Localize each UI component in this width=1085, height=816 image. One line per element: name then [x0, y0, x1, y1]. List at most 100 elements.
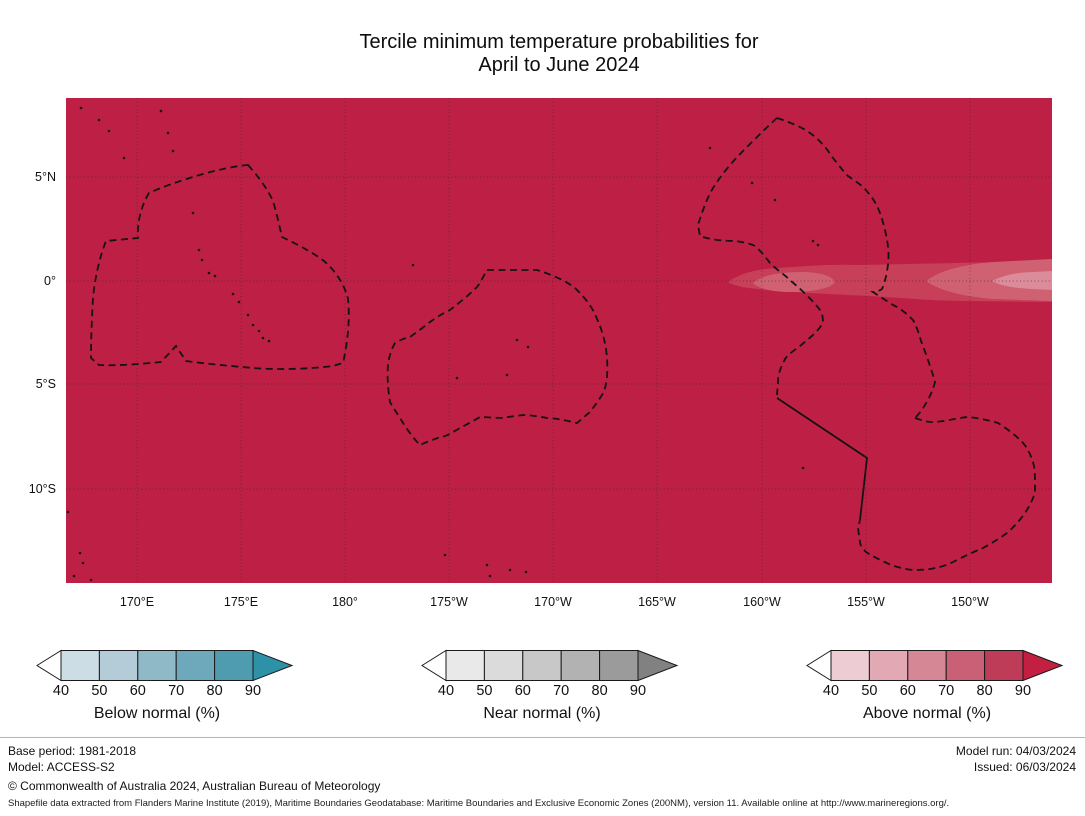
x-axis: 170°E 175°E 180° 175°W 170°W 165°W 160°W 155°W 1… [0, 595, 1085, 613]
island-mark [78, 551, 82, 555]
model-run-date: Model run: 04/03/2024 [955, 744, 1076, 758]
legend-segment [483, 650, 524, 681]
island-mark [750, 181, 754, 185]
x-tick-label: 170°W [534, 595, 572, 609]
legend-tick-label: 80 [591, 683, 608, 699]
legend-segment [214, 650, 254, 681]
legend-tick-label: 60 [129, 683, 146, 699]
legend-ticks: 40 50 60 70 80 90 [36, 683, 298, 701]
legend-tick-label: 50 [91, 683, 108, 699]
map-svg [66, 98, 1052, 583]
island-mark [251, 323, 255, 327]
legend-tick-label: 70 [553, 683, 570, 699]
legend-tick-label: 40 [437, 683, 455, 699]
legend-segment [907, 650, 947, 681]
island-mark [773, 198, 777, 202]
island-mark [97, 118, 101, 122]
base-period-text: Base period: 1981-2018 [8, 744, 137, 758]
legend-right-arrow [252, 649, 294, 682]
island-mark [231, 292, 235, 296]
legend-tick-label: 90 [629, 683, 647, 699]
y-tick-label: 0° [44, 274, 56, 288]
eez-line-islands-east [776, 117, 936, 419]
island-mark [267, 339, 271, 343]
legend-below-normal: 40 50 60 70 80 90 Below normal (%) [36, 649, 298, 733]
copyright-text: © Commonwealth of Australia 2024, Austra… [8, 779, 381, 793]
footer-divider [0, 737, 1085, 738]
island-mark [122, 156, 126, 160]
legend-tick-label: 40 [822, 683, 840, 699]
legend-ticks: 40 50 60 70 80 90 [421, 683, 683, 701]
island-mark [89, 578, 93, 582]
island-mark [237, 300, 241, 304]
x-tick-label: 150°W [951, 595, 989, 609]
legend-segment [137, 650, 177, 681]
island-mark [166, 131, 170, 135]
chart-title-line1: Tercile minimum temperature probabilitie… [359, 31, 759, 53]
legend-segment [175, 650, 216, 681]
legend-caption: Above normal (%) [862, 705, 992, 722]
island-mark [708, 146, 712, 150]
legend-tick-label: 50 [861, 683, 878, 699]
footer-left: Base period: 1981-2018 Model: ACCESS-S2 … [8, 744, 380, 795]
legend-left-arrow [421, 649, 447, 682]
island-mark [213, 274, 217, 278]
island-mark [72, 574, 76, 578]
footer-right: Model run: 04/03/2024 Issued: 06/03/2024 [956, 744, 1076, 775]
solid-maritime-boundary [776, 397, 868, 521]
legend-left-arrow [36, 649, 62, 682]
island-mark [191, 211, 195, 215]
shapefile-attribution: Shapefile data extracted from Flanders M… [8, 798, 950, 809]
island-mark [197, 248, 201, 252]
islands [66, 106, 820, 582]
island-mark [485, 563, 489, 567]
legend-left-arrow [806, 649, 832, 682]
eez-line-islands-west [697, 117, 824, 396]
island-mark [411, 263, 415, 267]
x-tick-label: 170°E [119, 595, 155, 609]
y-tick-label: 10°S [28, 482, 56, 496]
y-tick-label: 5°N [35, 170, 56, 184]
equator-probability-bands [728, 259, 1052, 302]
legend-segment [945, 650, 986, 681]
legend-above-normal: 40 50 60 70 80 90 Above normal (%) [806, 649, 1068, 733]
island-mark [524, 570, 528, 574]
island-mark [171, 149, 175, 153]
x-tick-label: 175°E [223, 595, 259, 609]
x-tick-label: 155°W [847, 595, 885, 609]
island-mark [515, 338, 519, 342]
legend-segment [445, 650, 485, 681]
legend-colorbar [36, 649, 294, 682]
legend-near-normal: 40 50 60 70 80 90 Near normal (%) [421, 649, 683, 733]
legend-segment [98, 650, 139, 681]
legend-segment [984, 650, 1024, 681]
gridlines [66, 98, 1052, 583]
legend-colorbar [421, 649, 679, 682]
legend-segment [830, 650, 870, 681]
legend-tick-label: 70 [168, 683, 185, 699]
island-mark [246, 313, 250, 317]
x-tick-label: 175°W [430, 595, 468, 609]
island-mark [526, 345, 530, 349]
island-mark [79, 106, 83, 110]
legend-segment [60, 650, 100, 681]
legend-caption: Near normal (%) [483, 705, 601, 722]
eez-central-pacific [386, 269, 609, 447]
island-mark [207, 271, 211, 275]
eez-boundaries-dashed [90, 117, 1036, 571]
island-mark [261, 336, 265, 340]
island-mark [508, 568, 512, 572]
eez-cook-islands [857, 416, 1036, 571]
chart-title: Tercile minimum temperature probabilitie… [66, 31, 1052, 77]
legend-tick-label: 90 [244, 683, 262, 699]
island-mark [257, 329, 261, 333]
eez-gilbert-islands [90, 164, 350, 370]
legend-tick-label: 40 [52, 683, 70, 699]
island-mark [816, 243, 820, 247]
x-tick-label: 160°W [743, 595, 781, 609]
legend-tick-label: 80 [206, 683, 223, 699]
legend-tick-label: 70 [938, 683, 955, 699]
model-name-text: Model: ACCESS-S2 [8, 759, 115, 774]
legend-ticks: 40 50 60 70 80 90 [806, 683, 1068, 701]
legend-tick-label: 80 [976, 683, 993, 699]
